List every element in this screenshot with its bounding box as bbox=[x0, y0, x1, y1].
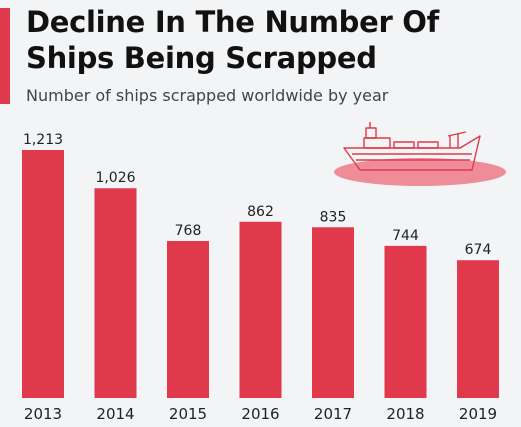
x-tick-label-2014: 2014 bbox=[96, 405, 134, 423]
chart-subtitle: Number of ships scrapped worldwide by ye… bbox=[26, 86, 389, 105]
value-label-2016: 862 bbox=[247, 204, 274, 220]
x-tick-label-2019: 2019 bbox=[459, 405, 497, 423]
ship-icon bbox=[334, 122, 506, 186]
value-label-2013: 1,213 bbox=[23, 132, 63, 148]
value-label-2018: 744 bbox=[392, 228, 419, 244]
value-label-2019: 674 bbox=[465, 242, 492, 258]
x-tick-label-2015: 2015 bbox=[169, 405, 207, 423]
value-label-2015: 768 bbox=[175, 223, 202, 239]
value-label-2017: 835 bbox=[320, 209, 347, 225]
bar-2015 bbox=[167, 240, 209, 398]
bar-2016 bbox=[239, 221, 282, 398]
bar-2013 bbox=[22, 150, 64, 398]
bar-2019 bbox=[457, 260, 499, 398]
x-tick-label-2018: 2018 bbox=[386, 405, 424, 423]
chart-title: Decline In The Number Of Ships Being Scr… bbox=[26, 5, 439, 75]
ship-water-ellipse bbox=[334, 158, 506, 186]
x-tick-label-2017: 2017 bbox=[314, 405, 352, 423]
x-tick-label-2016: 2016 bbox=[241, 405, 279, 423]
bar-2017 bbox=[312, 227, 354, 398]
bar-2014 bbox=[94, 188, 137, 398]
x-tick-label-2013: 2013 bbox=[24, 405, 62, 423]
bar-2018 bbox=[384, 245, 427, 398]
accent-bar bbox=[0, 8, 10, 104]
value-label-2014: 1,026 bbox=[95, 170, 135, 186]
